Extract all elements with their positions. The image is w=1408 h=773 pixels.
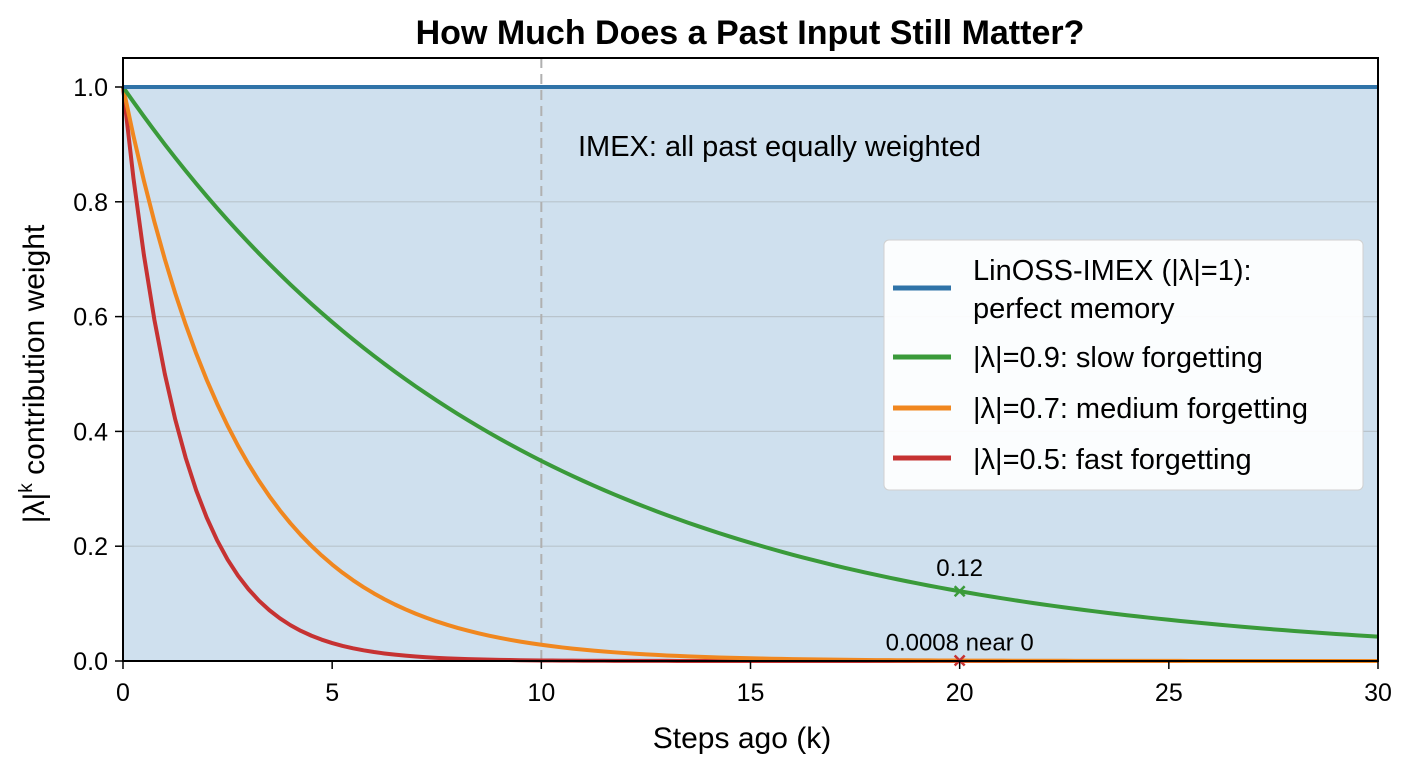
legend-label-0.7: |λ|=0.7: medium forgetting: [973, 393, 1308, 425]
legend-label-0.9: |λ|=0.9: slow forgetting: [973, 342, 1263, 374]
chart-title: How Much Does a Past Input Still Matter?: [416, 14, 1085, 52]
imex-annotation: IMEX: all past equally weighted: [578, 131, 981, 163]
series-line-0.9: [121, 85, 1379, 639]
x-tick-label: 5: [325, 679, 339, 707]
annotation-marker: [953, 585, 966, 598]
x-tick-label: 25: [1155, 679, 1183, 707]
y-tick-label: 0.6: [73, 304, 108, 332]
x-tick-label: 10: [527, 679, 555, 707]
y-tick-label: 0.8: [73, 189, 108, 217]
legend-label-0.5: |λ|=0.5: fast forgetting: [973, 444, 1252, 476]
y-axis-label-rest: contribution weight: [18, 224, 51, 483]
y-tick-label: 1.0: [73, 74, 108, 102]
y-axis-label-base: |λ|: [18, 493, 51, 524]
x-tick-label: 20: [946, 679, 974, 707]
x-tick-label: 15: [737, 679, 765, 707]
y-tick-label: 0.4: [73, 418, 108, 446]
legend: LinOSS-IMEX (|λ|=1): perfect memory |λ|=…: [883, 239, 1364, 491]
legend-label-imex: LinOSS-IMEX (|λ|=1):: [973, 255, 1252, 287]
x-ticks: 0 5 10 15 20 25 30: [116, 661, 1392, 707]
annotations: 0.12 0.0008 near 0: [886, 555, 1034, 667]
y-axis-label-sup: k: [16, 483, 37, 493]
x-axis-label: Steps ago (k): [653, 722, 831, 755]
legend-box: [883, 239, 1364, 491]
annotation-label: 0.0008 near 0: [886, 630, 1034, 657]
annotation-label: 0.12: [936, 555, 983, 582]
y-ticks: 0.0 0.2 0.4 0.6 0.8 1.0: [73, 74, 123, 676]
y-tick-label: 0.2: [73, 533, 108, 561]
x-tick-label: 0: [116, 679, 130, 707]
legend-label-imex-line2: perfect memory: [973, 293, 1175, 325]
y-axis-label: |λ|k contribution weight: [16, 224, 51, 523]
x-tick-label: 30: [1364, 679, 1392, 707]
y-tick-label: 0.0: [73, 648, 108, 676]
